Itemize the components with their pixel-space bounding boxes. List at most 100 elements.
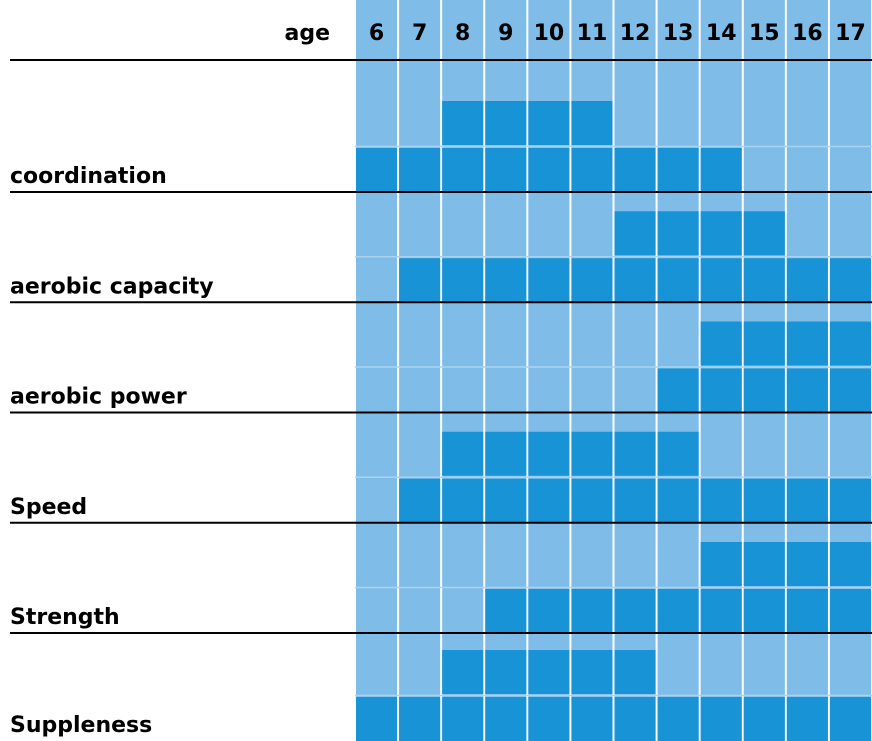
age-label: 15 xyxy=(749,21,780,46)
highlight-cell xyxy=(657,258,699,303)
highlight-cell xyxy=(571,148,613,192)
highlight-cell xyxy=(528,650,570,694)
highlight-cell xyxy=(571,650,613,694)
highlight-cell xyxy=(485,101,527,145)
highlight-cell xyxy=(571,478,613,523)
age-label: 16 xyxy=(792,21,823,46)
highlight-cell xyxy=(700,478,742,523)
highlight-cell xyxy=(786,697,828,741)
highlight-cell xyxy=(829,542,871,586)
highlight-cell xyxy=(614,431,656,476)
highlight-cell xyxy=(700,148,742,192)
highlight-cell xyxy=(743,697,785,741)
highlight-cell xyxy=(786,368,828,413)
highlight-cell xyxy=(571,431,613,476)
highlight-cell xyxy=(485,697,527,741)
highlight-cell xyxy=(829,258,871,303)
highlight-cell xyxy=(700,697,742,741)
age-label: 11 xyxy=(577,21,608,46)
highlight-cell xyxy=(657,368,699,413)
highlight-cell xyxy=(829,589,871,633)
highlight-cell xyxy=(786,542,828,586)
highlight-cell xyxy=(786,321,828,366)
age-label: 7 xyxy=(412,21,427,46)
row-label: Suppleness xyxy=(10,713,152,738)
highlight-cell xyxy=(485,650,527,694)
row-label: aerobic power xyxy=(10,385,187,410)
highlight-cell xyxy=(442,697,484,741)
highlight-cell xyxy=(743,211,785,256)
highlight-cell xyxy=(528,589,570,633)
highlight-cell xyxy=(700,589,742,633)
highlight-cell xyxy=(399,148,441,192)
header-label: age xyxy=(284,21,330,46)
row-label: coordination xyxy=(10,164,167,189)
highlight-cell xyxy=(743,589,785,633)
highlight-cell xyxy=(399,258,441,303)
highlight-cell xyxy=(657,148,699,192)
highlight-cell xyxy=(700,211,742,256)
highlight-cell xyxy=(743,368,785,413)
highlight-cell xyxy=(485,258,527,303)
highlight-cell xyxy=(614,478,656,523)
highlight-cell xyxy=(571,258,613,303)
age-label: 13 xyxy=(663,21,694,46)
age-label: 12 xyxy=(620,21,651,46)
highlight-cell xyxy=(442,431,484,476)
highlight-cell xyxy=(528,148,570,192)
highlight-cell xyxy=(442,101,484,145)
highlight-cell xyxy=(528,101,570,145)
highlight-cell xyxy=(743,258,785,303)
highlight-cell xyxy=(829,697,871,741)
highlight-cell xyxy=(614,211,656,256)
age-label: 6 xyxy=(369,21,384,46)
age-column xyxy=(356,0,398,741)
highlight-cell xyxy=(442,258,484,303)
highlight-cell xyxy=(614,589,656,633)
age-label: 8 xyxy=(455,21,470,46)
highlight-cell xyxy=(571,589,613,633)
highlight-cell xyxy=(614,650,656,694)
highlight-cell xyxy=(786,478,828,523)
highlight-cell xyxy=(356,148,398,192)
highlight-cell xyxy=(442,650,484,694)
highlight-cell xyxy=(528,258,570,303)
row-label: Speed xyxy=(10,495,87,520)
age-label: 10 xyxy=(534,21,565,46)
highlight-cell xyxy=(657,431,699,476)
highlight-cell xyxy=(571,101,613,145)
highlight-cell xyxy=(829,478,871,523)
highlight-cell xyxy=(485,478,527,523)
highlight-cell xyxy=(786,258,828,303)
age-label: 17 xyxy=(835,21,866,46)
highlight-cell xyxy=(614,258,656,303)
highlight-cell xyxy=(657,478,699,523)
age-column xyxy=(399,0,441,741)
highlight-cell xyxy=(614,148,656,192)
age-label: 9 xyxy=(498,21,513,46)
highlight-cell xyxy=(528,431,570,476)
highlight-cell xyxy=(399,478,441,523)
highlight-cell xyxy=(700,368,742,413)
highlight-cell xyxy=(657,697,699,741)
highlight-cell xyxy=(485,148,527,192)
highlight-cell xyxy=(614,697,656,741)
highlight-cell xyxy=(442,478,484,523)
highlight-cell xyxy=(829,321,871,366)
highlight-cell xyxy=(657,211,699,256)
highlight-cell xyxy=(442,148,484,192)
highlight-cell xyxy=(743,542,785,586)
highlight-cell xyxy=(786,589,828,633)
highlight-cell xyxy=(485,431,527,476)
highlight-cell xyxy=(743,321,785,366)
highlight-cell xyxy=(399,697,441,741)
highlight-cell xyxy=(356,697,398,741)
highlight-cell xyxy=(700,321,742,366)
highlight-cell xyxy=(528,478,570,523)
row-label: aerobic capacity xyxy=(10,274,214,299)
highlight-cell xyxy=(657,589,699,633)
highlight-cell xyxy=(571,697,613,741)
highlight-cell xyxy=(700,542,742,586)
highlight-cell xyxy=(829,368,871,413)
